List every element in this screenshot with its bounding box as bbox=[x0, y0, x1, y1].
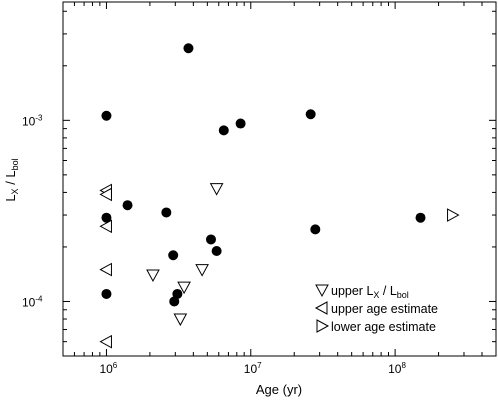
legend-marker-triangle-down bbox=[315, 284, 329, 298]
data-point-triangle-left bbox=[99, 334, 112, 349]
data-point-filled-circle bbox=[172, 288, 183, 299]
data-point-filled-circle bbox=[122, 200, 133, 211]
x-tick-label: 108 bbox=[388, 361, 406, 376]
legend-label-upper-lx-text: upper L bbox=[331, 284, 373, 298]
x-axis-label: Age (yr) bbox=[256, 382, 302, 397]
data-point-filled-circle bbox=[305, 109, 316, 120]
legend-marker-triangle-left bbox=[314, 301, 328, 315]
x-tick-exp: 8 bbox=[401, 361, 406, 370]
legend: upper LX / Lbol upper age estimate lower… bbox=[314, 284, 438, 334]
x-tick-base: 10 bbox=[244, 362, 258, 376]
legend-label-upper-lx-sub2: bol bbox=[397, 290, 409, 300]
data-point-filled-circle bbox=[183, 43, 194, 54]
y-tick-label: 10-3 bbox=[22, 113, 43, 128]
legend-label-lower-age: lower age estimate bbox=[331, 320, 436, 334]
x-tick-base: 10 bbox=[388, 362, 402, 376]
y-tick-label: 10-4 bbox=[22, 294, 43, 309]
data-point-filled-circle bbox=[169, 296, 180, 307]
y-axis-label: LX / Lbol bbox=[3, 158, 20, 201]
data-point-triangle-left bbox=[99, 262, 112, 277]
data-point-triangle-down bbox=[146, 269, 160, 283]
axis-ticks bbox=[62, 2, 497, 357]
legend-label-upper-lx-sep: / L bbox=[379, 284, 396, 298]
y-tick-exp: -3 bbox=[35, 113, 43, 122]
y-label-sub2: bol bbox=[10, 158, 20, 170]
data-point-triangle-right bbox=[447, 208, 460, 222]
plot-frame bbox=[62, 1, 497, 357]
data-point-filled-circle bbox=[161, 207, 172, 218]
data-point-filled-circle bbox=[101, 110, 112, 121]
legend-label-upper-age: upper age estimate bbox=[331, 302, 438, 316]
data-point-filled-circle bbox=[168, 250, 179, 261]
data-point-filled-circle bbox=[415, 212, 426, 223]
y-tick-base: 10 bbox=[22, 295, 36, 309]
x-tick-label: 106 bbox=[99, 361, 117, 376]
data-point-filled-circle bbox=[218, 125, 229, 136]
legend-label-upper-lx-sub1: X bbox=[373, 290, 379, 300]
data-point-filled-circle bbox=[101, 288, 112, 299]
data-marks bbox=[99, 43, 460, 349]
data-point-triangle-down bbox=[173, 313, 188, 327]
data-point-filled-circle bbox=[211, 245, 222, 256]
data-point-filled-circle bbox=[205, 234, 216, 245]
legend-marker-triangle-right bbox=[316, 319, 330, 333]
legend-label-upper-lx: upper LX / Lbol bbox=[331, 284, 409, 300]
x-tick-exp: 6 bbox=[113, 361, 118, 370]
y-tick-base: 10 bbox=[22, 114, 36, 128]
data-point-triangle-left bbox=[99, 219, 112, 234]
x-tick-label: 107 bbox=[244, 361, 262, 376]
data-point-filled-circle bbox=[310, 224, 321, 235]
data-point-triangle-down bbox=[195, 264, 209, 277]
data-point-triangle-down bbox=[209, 183, 224, 196]
data-point-triangle-down bbox=[177, 281, 191, 295]
y-label-sep: / L bbox=[3, 170, 18, 188]
legend-markers bbox=[314, 284, 330, 333]
y-tick-exp: -4 bbox=[35, 294, 43, 303]
data-point-filled-circle bbox=[235, 118, 246, 129]
data-point-filled-circle bbox=[101, 212, 112, 223]
x-tick-base: 10 bbox=[99, 362, 113, 376]
y-label-main: L bbox=[3, 194, 18, 201]
x-tick-exp: 7 bbox=[257, 361, 262, 370]
data-point-triangle-left bbox=[99, 187, 112, 202]
y-label-sub1: X bbox=[10, 188, 20, 194]
